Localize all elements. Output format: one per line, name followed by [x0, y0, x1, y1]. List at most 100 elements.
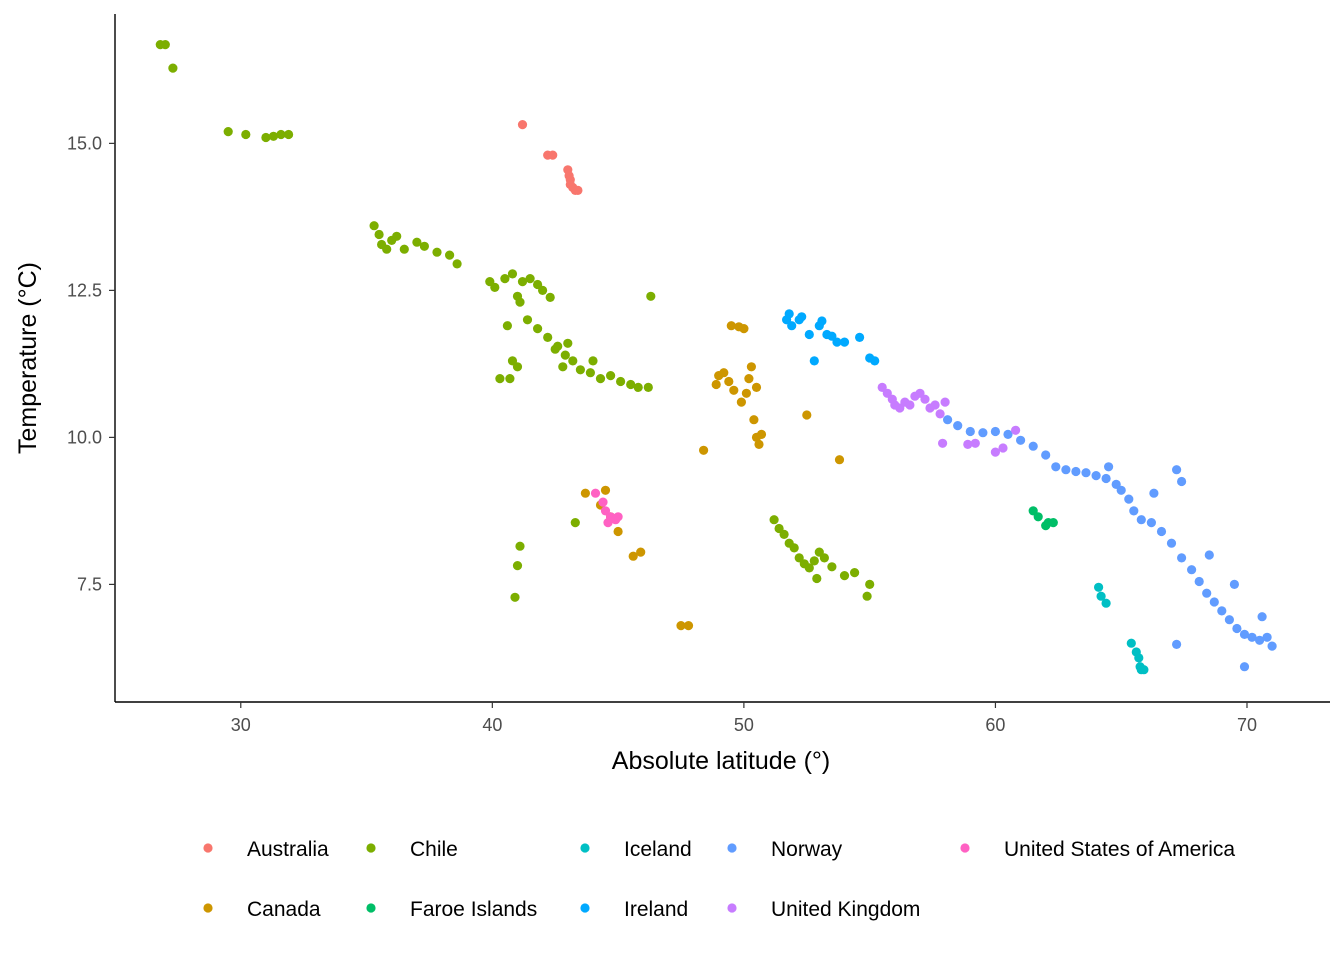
data-point [613, 512, 623, 522]
data-point [970, 438, 980, 448]
data-point [452, 259, 462, 269]
data-point [276, 129, 286, 140]
data-point [726, 321, 736, 331]
x-tick-label: 60 [985, 715, 1005, 735]
data-point [827, 562, 837, 572]
data-point [560, 350, 570, 360]
data-point [588, 356, 598, 366]
data-point [1194, 576, 1204, 587]
data-point [809, 356, 819, 366]
series-ireland [782, 309, 880, 366]
data-point [1172, 639, 1182, 650]
data-point [819, 553, 830, 563]
data-point [802, 410, 812, 420]
series-iceland [1094, 582, 1149, 675]
data-point [268, 131, 279, 141]
data-point [1255, 635, 1265, 645]
data-point [1033, 512, 1043, 522]
data-point [683, 621, 694, 631]
data-point [787, 321, 797, 331]
data-point [998, 443, 1008, 453]
data-point [633, 382, 643, 392]
data-point [575, 365, 586, 375]
data-point [168, 63, 178, 73]
data-point [1172, 465, 1182, 475]
data-point [1071, 466, 1081, 477]
data-point [905, 400, 915, 410]
data-point [1204, 550, 1214, 560]
data-point [1247, 632, 1257, 642]
data-point [850, 568, 860, 578]
series-chile [155, 40, 875, 602]
legend-label: United Kingdom [771, 898, 920, 921]
data-point [839, 337, 850, 347]
series-australia [517, 120, 583, 195]
legend-item: Chile [366, 838, 458, 861]
data-point [1224, 615, 1234, 625]
data-point [754, 439, 764, 449]
legend-item: United Kingdom [727, 898, 920, 921]
data-point [812, 573, 822, 584]
legend-item: Australia [203, 838, 329, 861]
data-point [490, 282, 500, 292]
data-point [1229, 579, 1239, 590]
data-point [419, 241, 429, 251]
data-point [1187, 565, 1197, 575]
data-point [500, 274, 510, 284]
data-point [1149, 488, 1159, 498]
data-point [533, 324, 543, 334]
data-point [628, 551, 638, 561]
y-tick-label: 10.0 [67, 427, 102, 447]
data-point [719, 368, 729, 378]
data-point [646, 291, 656, 301]
x-tick-label: 50 [734, 715, 754, 735]
data-point [855, 332, 865, 342]
series-united-kingdom [877, 382, 1021, 457]
legend-item: Norway [727, 838, 843, 861]
x-tick-label: 40 [482, 715, 502, 735]
legend-label: Faroe Islands [410, 898, 537, 921]
y-tick-label: 12.5 [67, 280, 102, 300]
data-point [543, 332, 553, 342]
data-point [756, 429, 767, 439]
data-point [545, 292, 555, 302]
data-point [1209, 597, 1219, 607]
data-point [399, 244, 409, 254]
data-point [1016, 435, 1026, 445]
data-point [729, 385, 739, 395]
data-point [512, 561, 523, 571]
data-point [590, 488, 601, 498]
legend: Australia Canada Chile Faroe Islands Iceland… [203, 838, 1235, 921]
data-point [392, 231, 402, 241]
data-point [711, 379, 721, 390]
data-point [548, 150, 558, 160]
data-point [804, 563, 814, 573]
data-point [965, 426, 975, 437]
series-norway [943, 415, 1277, 672]
data-point [769, 515, 779, 525]
data-point [779, 529, 789, 540]
data-point [538, 285, 548, 295]
data-point [510, 592, 520, 602]
data-point [1081, 468, 1091, 478]
data-point [595, 374, 606, 384]
x-axis-title: Absolute latitude (°) [612, 747, 830, 775]
data-point [943, 415, 953, 425]
data-point [585, 368, 596, 378]
data-point [1028, 441, 1038, 451]
data-point [160, 40, 170, 50]
data-point [517, 120, 528, 130]
y-axis-title: Temperature (°C) [14, 262, 42, 454]
data-point [832, 337, 842, 347]
data-point [606, 371, 616, 381]
data-point [1257, 612, 1267, 622]
data-point [1003, 429, 1013, 439]
data-point [445, 250, 455, 260]
data-point [515, 297, 525, 307]
data-point [724, 376, 734, 387]
data-point [502, 321, 512, 331]
data-point [515, 541, 525, 551]
legend-key [366, 843, 376, 853]
legend-label: Canada [247, 898, 321, 921]
data-point [789, 543, 799, 553]
